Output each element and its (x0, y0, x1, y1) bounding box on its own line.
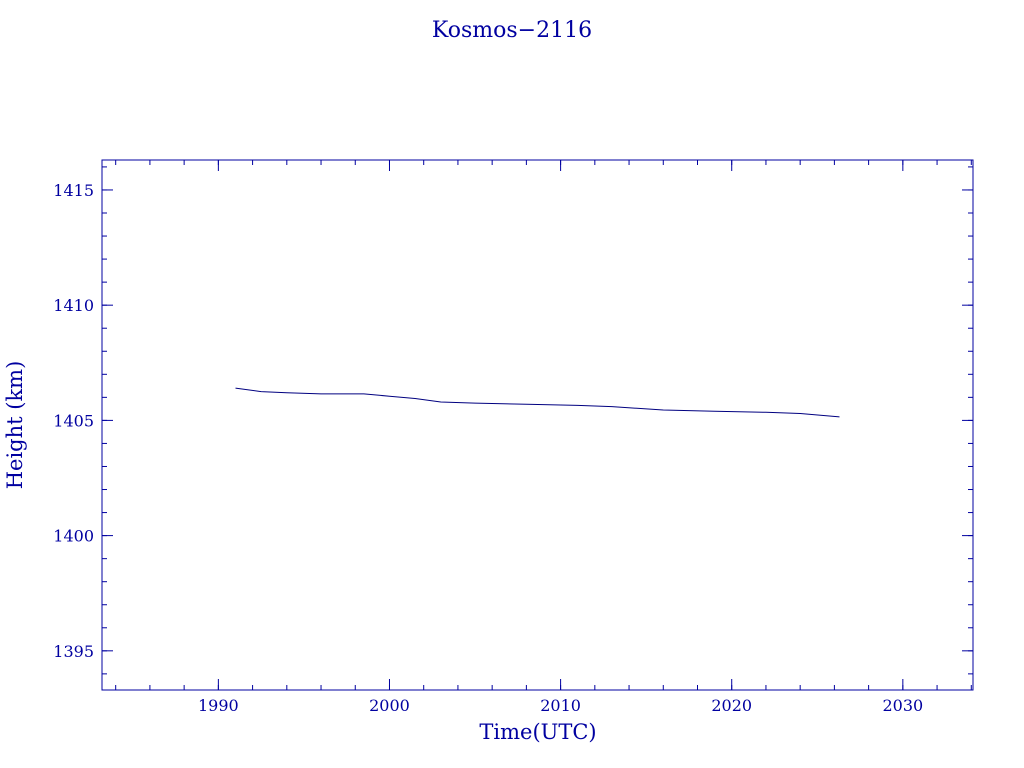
chart-title: Kosmos−2116 (432, 18, 592, 43)
y-axis-label: Height (km) (3, 361, 27, 490)
x-tick-label: 1990 (198, 696, 239, 715)
y-tick-label: 1395 (53, 642, 94, 661)
y-tick-label: 1400 (53, 527, 94, 546)
y-tick-label: 1405 (53, 411, 94, 430)
x-axis-label: Time(UTC) (479, 720, 596, 744)
series-line (235, 387, 840, 418)
x-tick-label: 2010 (540, 696, 581, 715)
x-tick-label: 2000 (369, 696, 410, 715)
y-tick-labels: 1395 1400 1405 1410 1415 (53, 181, 94, 661)
x-tick-labels: 1990 2000 2010 2020 2030 (198, 696, 923, 715)
y-tick-label: 1415 (53, 181, 94, 200)
x-tick-label: 2020 (711, 696, 752, 715)
y-tick-label: 1410 (53, 296, 94, 315)
x-tick-label: 2030 (882, 696, 923, 715)
axis-ticks (102, 160, 973, 690)
plot-frame (101, 159, 974, 691)
